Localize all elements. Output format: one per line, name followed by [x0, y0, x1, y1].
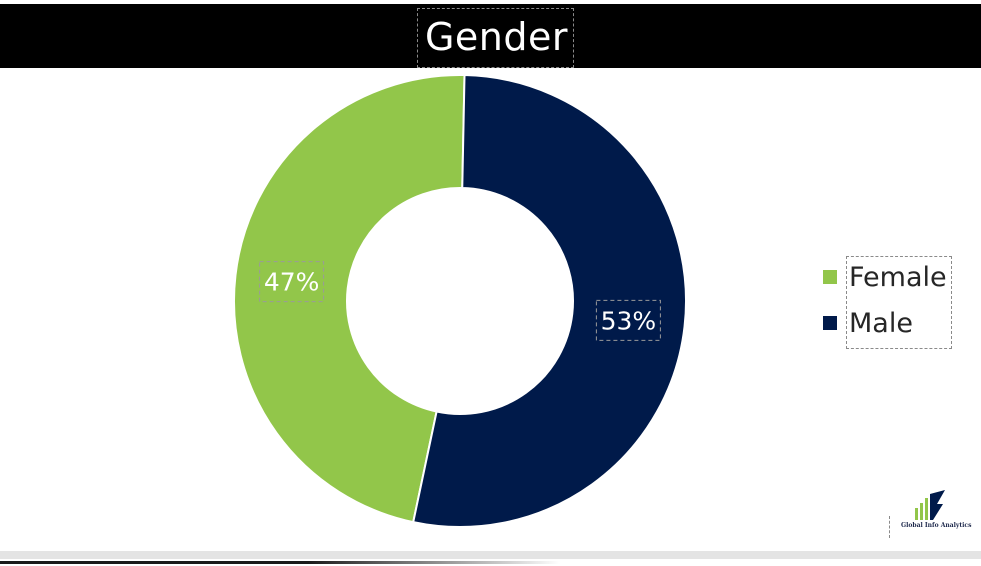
title-bar [0, 4, 981, 68]
footer-line [0, 561, 560, 564]
data-label-box-female [259, 261, 325, 303]
donut-slice-female [233, 74, 466, 524]
company-logo: Global Info Analytics [889, 490, 972, 542]
donut-slice-male [412, 74, 687, 528]
legend-placeholder [846, 256, 952, 349]
data-label-female: 47% [264, 268, 320, 297]
logo-placeholder-edge [889, 516, 896, 538]
legend-swatch-male [823, 316, 837, 330]
legend-swatch-female [823, 270, 837, 284]
legend-label-female: Female [849, 262, 947, 293]
data-label-male: 53% [601, 306, 657, 335]
logo-bars-icon [915, 490, 945, 520]
footer-band [0, 551, 981, 559]
title-placeholder: Gender [417, 8, 574, 68]
chart-title: Gender [424, 15, 569, 59]
logo-text: Global Info Analytics [901, 522, 972, 529]
data-label-box-male [595, 299, 661, 341]
legend-label-male: Male [849, 308, 913, 339]
